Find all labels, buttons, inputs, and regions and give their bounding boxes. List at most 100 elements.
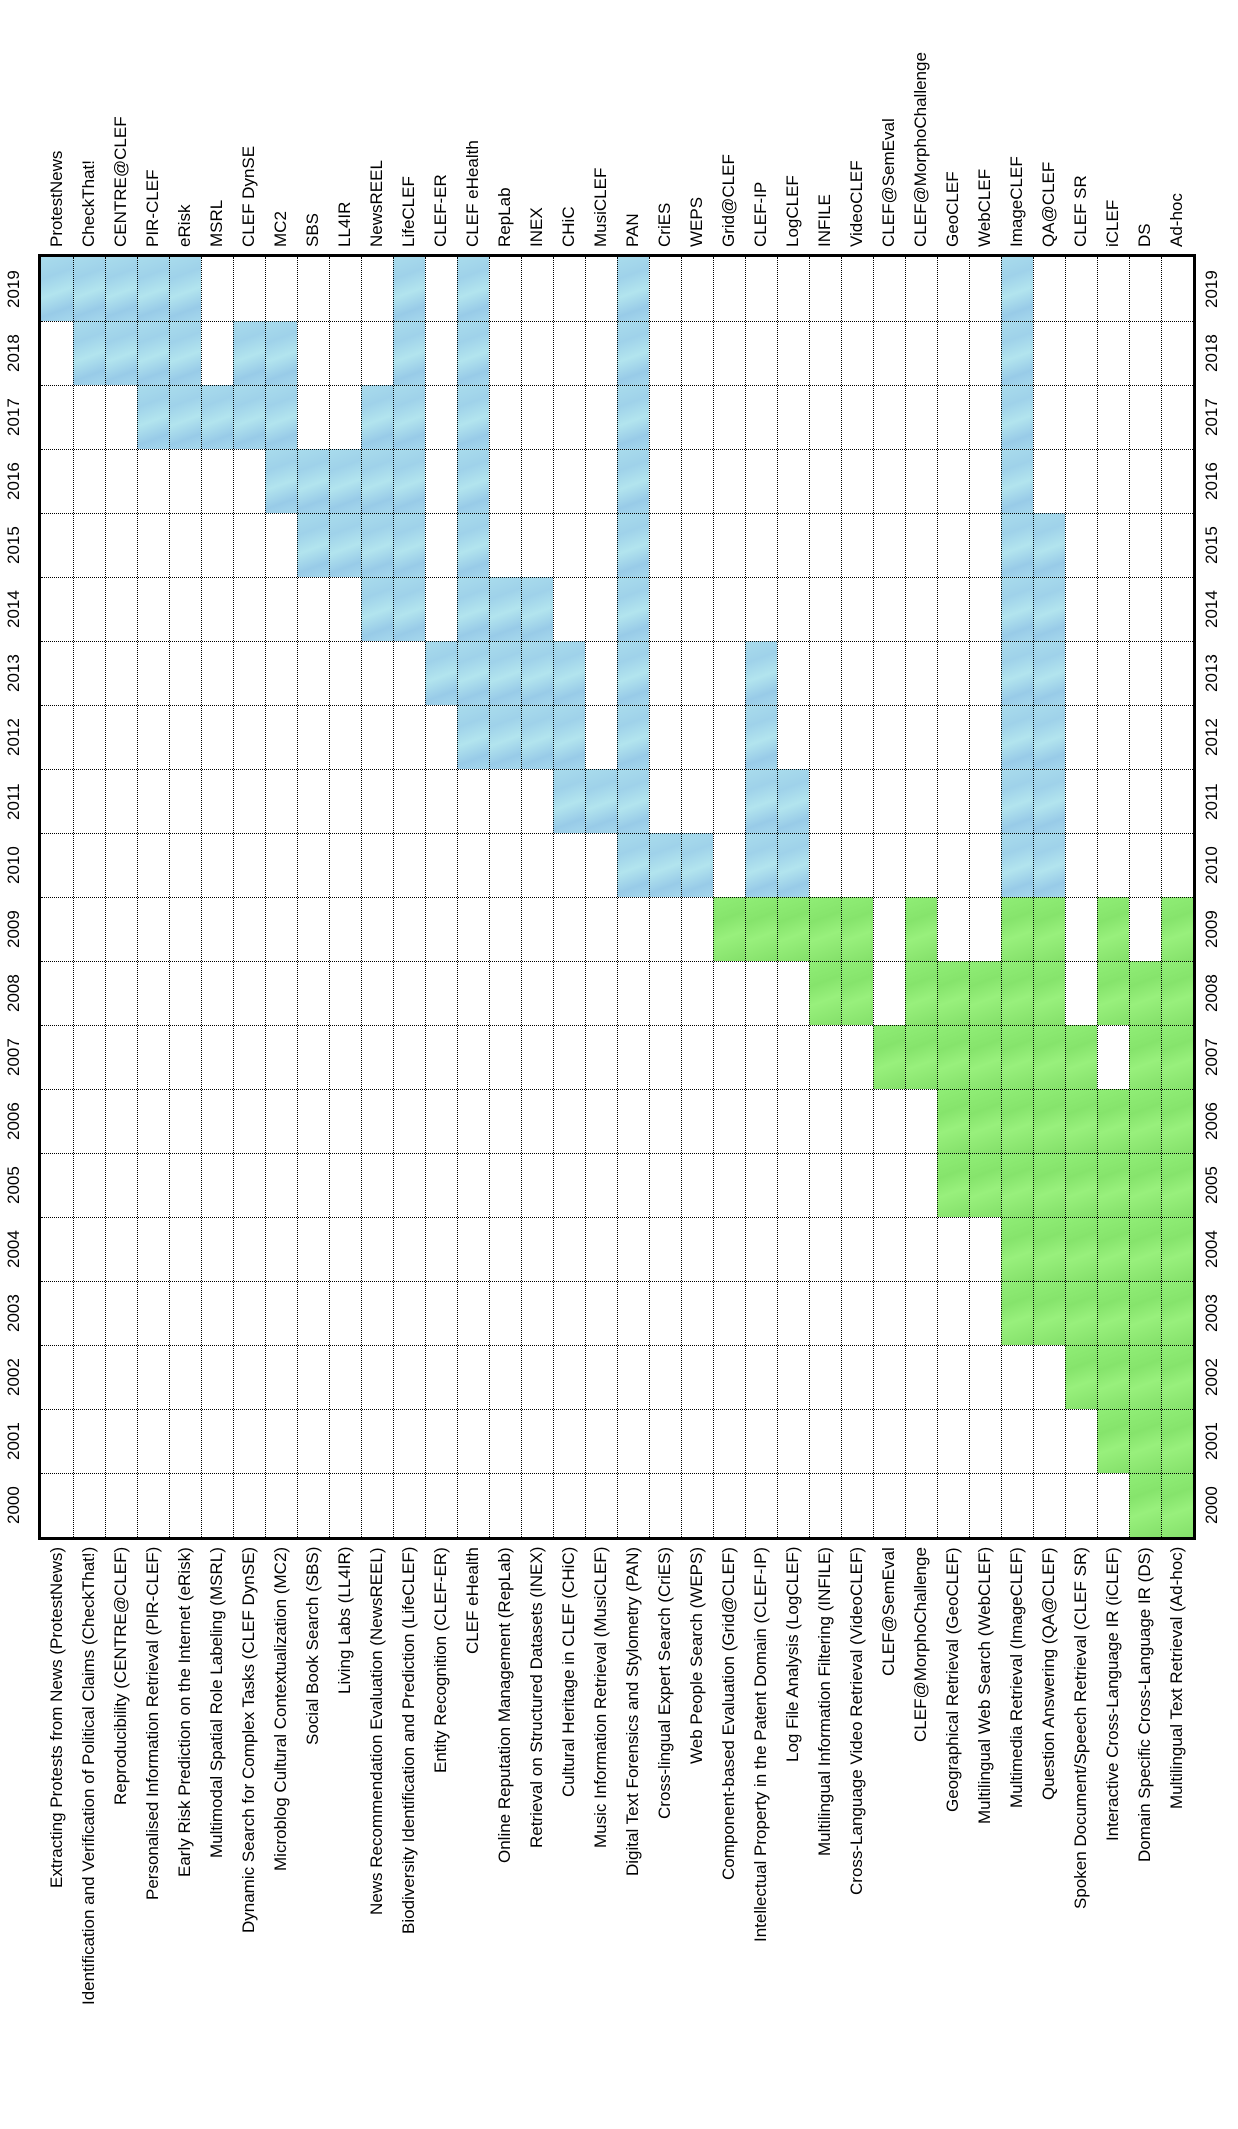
lab-full-label: Component-based Evaluation (Grid@CLEF) — [719, 1547, 738, 1880]
filled-cell — [873, 1025, 905, 1089]
filled-cell — [393, 257, 425, 321]
grid-line-horizontal — [41, 705, 1193, 706]
lab-short-label: CLEF SR — [1071, 175, 1090, 247]
filled-cell — [937, 1025, 969, 1089]
lab-full-label: Music Information Retrieval (MusiCLEF) — [591, 1546, 610, 1848]
grid-line-horizontal — [41, 641, 1193, 642]
left-year-label: 2012 — [4, 718, 23, 756]
filled-cell — [745, 641, 777, 705]
grid-line-horizontal — [41, 1217, 1193, 1218]
filled-cell — [1129, 1089, 1161, 1153]
lab-full-label: Entity Recognition (CLEF-ER) — [431, 1547, 450, 1773]
left-year-label: 2003 — [4, 1294, 23, 1332]
filled-cell — [1001, 513, 1033, 577]
lab-short-label: LL4IR — [335, 201, 354, 247]
filled-cell — [1033, 961, 1065, 1025]
lab-short-label: iCLEF — [1103, 199, 1122, 247]
right-year-label: 2012 — [1202, 718, 1221, 756]
filled-cell — [1001, 833, 1033, 897]
lab-full-label: Cultural Heritage in CLEF (CHiC) — [559, 1546, 578, 1797]
lab-short-label: SBS — [303, 212, 322, 247]
filled-cell — [1065, 1089, 1097, 1153]
lab-short-label: Ad-hoc — [1167, 193, 1186, 247]
left-year-label: 2005 — [4, 1166, 23, 1204]
lab-full-label: Multilingual Text Retrieval (Ad-hoc) — [1167, 1546, 1186, 1809]
filled-cell — [521, 641, 553, 705]
filled-cell — [777, 833, 809, 897]
right-year-label: 2005 — [1202, 1166, 1221, 1204]
lab-full-label: Dynamic Search for Complex Tasks (CLEF D… — [239, 1546, 258, 1933]
filled-cell — [1001, 257, 1033, 321]
right-year-label: 2009 — [1202, 910, 1221, 948]
left-year-label: 2000 — [4, 1486, 23, 1524]
lab-short-label: INEX — [527, 207, 546, 247]
filled-cell — [969, 961, 1001, 1025]
filled-cell — [489, 641, 521, 705]
filled-cell — [937, 1153, 969, 1217]
filled-cell — [1001, 705, 1033, 769]
filled-cell — [1129, 961, 1161, 1025]
grid-line-horizontal — [41, 321, 1193, 322]
right-year-label: 2003 — [1202, 1294, 1221, 1332]
left-year-label: 2007 — [4, 1038, 23, 1076]
right-year-label: 2017 — [1202, 398, 1221, 436]
right-year-label: 2014 — [1202, 590, 1221, 628]
filled-cell — [905, 897, 937, 961]
left-year-label: 2011 — [4, 782, 23, 820]
left-year-label: 2002 — [4, 1358, 23, 1396]
filled-cell — [41, 257, 73, 321]
lab-short-label: Grid@CLEF — [719, 154, 738, 247]
filled-cell — [297, 513, 329, 577]
filled-cell — [1161, 1217, 1193, 1281]
plot-grid — [38, 254, 1196, 1540]
filled-cell — [329, 513, 361, 577]
filled-cell — [617, 385, 649, 449]
lab-short-label: DS — [1135, 223, 1154, 247]
lab-short-label: CriES — [655, 202, 674, 247]
filled-cell — [1001, 1025, 1033, 1089]
filled-cell — [1033, 897, 1065, 961]
filled-cell — [1161, 1409, 1193, 1473]
filled-cell — [745, 833, 777, 897]
lab-full-label: Biodiversity Identification and Predicti… — [399, 1546, 418, 1934]
filled-cell — [137, 385, 169, 449]
lab-short-label: ImageCLEF — [1007, 156, 1026, 247]
filled-cell — [1033, 513, 1065, 577]
filled-cell — [457, 257, 489, 321]
filled-cell — [553, 641, 585, 705]
filled-cell — [617, 641, 649, 705]
lab-short-label: PIR-CLEF — [143, 169, 162, 247]
filled-cell — [105, 257, 137, 321]
filled-cell — [745, 769, 777, 833]
lab-short-label: GeoCLEF — [943, 171, 962, 247]
filled-cell — [105, 321, 137, 385]
lab-full-label: Domain Specific Cross-Language IR (DS) — [1135, 1547, 1154, 1862]
grid-line-horizontal — [41, 1281, 1193, 1282]
filled-cell — [937, 961, 969, 1025]
filled-cell — [1065, 1217, 1097, 1281]
filled-cell — [1001, 897, 1033, 961]
lab-short-label: WEPS — [687, 196, 706, 247]
filled-cell — [969, 1153, 1001, 1217]
filled-cell — [809, 961, 841, 1025]
filled-cell — [1161, 961, 1193, 1025]
filled-cell — [457, 513, 489, 577]
filled-cell — [1097, 897, 1129, 961]
lab-short-label: NewsREEL — [367, 160, 386, 247]
lab-short-label: MusiCLEF — [591, 167, 610, 247]
grid-line-horizontal — [41, 897, 1193, 898]
lab-full-label: Spoken Document/Speech Retrieval (CLEF S… — [1071, 1547, 1090, 1909]
grid-line-horizontal — [41, 1153, 1193, 1154]
lab-short-label: CLEF-IP — [751, 181, 770, 247]
lab-short-label: WebCLEF — [975, 168, 994, 247]
filled-cell — [1097, 1153, 1129, 1217]
lab-full-label: Living Labs (LL4IR) — [335, 1546, 354, 1694]
left-year-label: 2013 — [4, 654, 23, 692]
filled-cell — [329, 449, 361, 513]
lab-full-label: Web People Search (WEPS) — [687, 1547, 706, 1764]
right-year-label: 2008 — [1202, 974, 1221, 1012]
filled-cell — [777, 769, 809, 833]
filled-cell — [1033, 577, 1065, 641]
lab-full-label: CLEF@SemEval — [879, 1547, 898, 1676]
filled-cell — [1161, 1345, 1193, 1409]
